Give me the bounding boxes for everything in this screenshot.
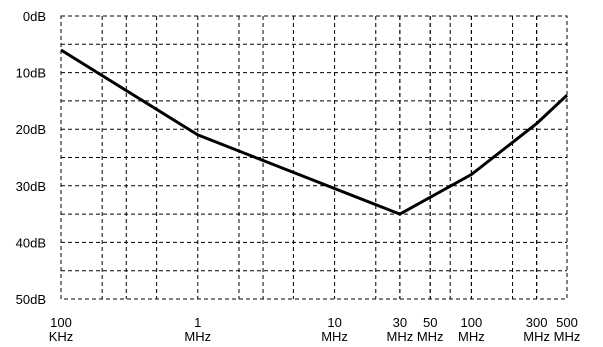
x-tick-label-3: 30 MHz bbox=[386, 315, 413, 344]
x-tick-label-7: 500 MHz bbox=[554, 315, 581, 344]
y-tick-label-0: 0dB bbox=[23, 9, 46, 24]
x-tick-label-2: 10 MHz bbox=[321, 315, 348, 344]
plot-frame bbox=[60, 15, 568, 300]
attenuation-curve bbox=[60, 48, 569, 216]
y-tick-label-1: 10dB bbox=[16, 66, 46, 81]
y-tick-label-2: 20dB bbox=[16, 122, 46, 137]
x-tick-label-5: 100 MHz bbox=[458, 315, 485, 344]
y-axis-ticks: 0dB 10dB 20dB 30dB 40dB 50dB bbox=[16, 9, 46, 307]
x-tick-label-1: 1 MHz bbox=[184, 315, 211, 344]
y-tick-label-5: 50dB bbox=[16, 292, 46, 307]
x-tick-label-6: 300 MHz bbox=[523, 315, 550, 344]
x-tick-label-0: 100 KHz bbox=[49, 315, 74, 344]
x-tick-label-4: 50 MHz bbox=[417, 315, 444, 344]
y-tick-label-3: 30dB bbox=[16, 179, 46, 194]
y-tick-label-4: 40dB bbox=[16, 235, 46, 250]
grid bbox=[61, 16, 567, 299]
